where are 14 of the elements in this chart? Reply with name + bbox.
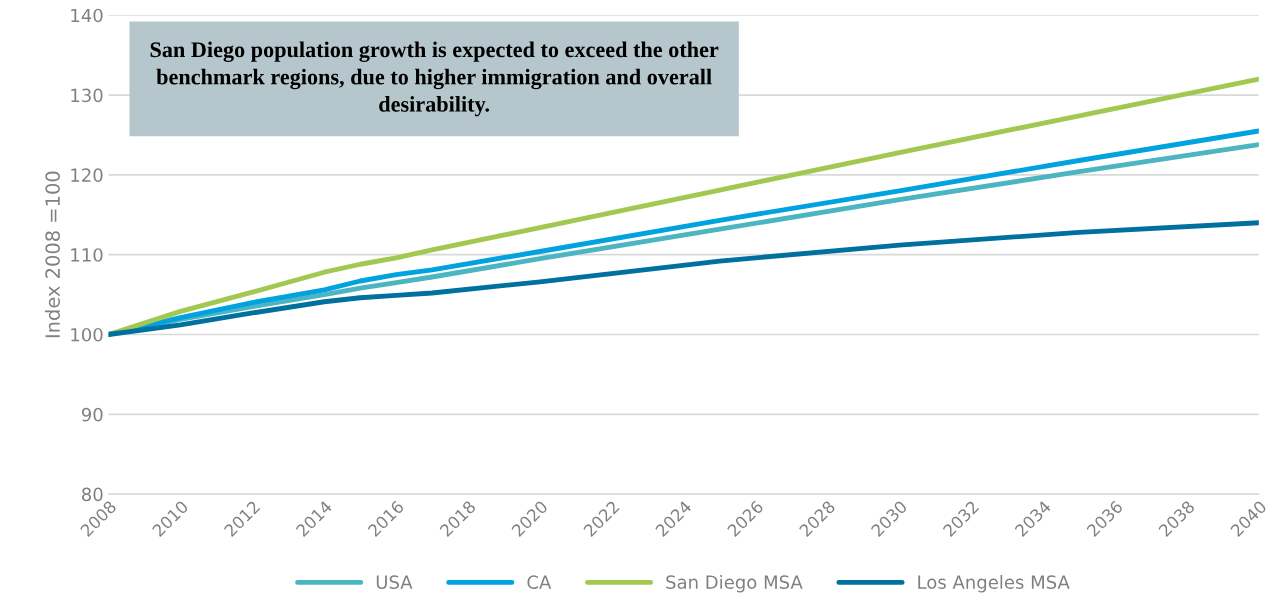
y-tick-label: 130 xyxy=(71,88,103,103)
legend-label: Los Angeles MSA xyxy=(918,574,1070,593)
legend-label: San Diego MSA xyxy=(666,574,803,593)
y-tick-label: 100 xyxy=(71,327,103,342)
y-axis-title: Index 2008 =100 xyxy=(44,171,60,338)
y-tick-label: 140 xyxy=(71,8,103,23)
line-series xyxy=(108,220,1259,337)
legend-label: USA xyxy=(376,575,413,589)
y-tick-label: 110 xyxy=(71,248,103,262)
legend-label: CA xyxy=(527,575,552,589)
y-tick-label: 80 xyxy=(82,487,103,502)
annotation: San Diego population growth is expected to exceed the other benchmark regions, due to higher immigration and overall desirability. xyxy=(150,41,719,117)
y-tick-label: 120 xyxy=(71,168,103,182)
y-tick-label: 90 xyxy=(81,407,103,422)
